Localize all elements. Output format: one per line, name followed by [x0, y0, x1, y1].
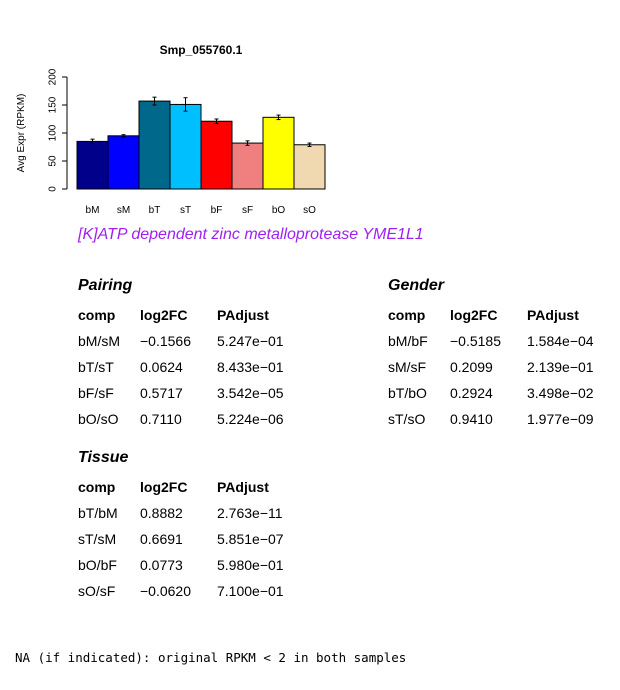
- gender-header-comp: comp: [388, 307, 426, 323]
- tissue-cell: 7.100e−01: [217, 583, 284, 599]
- error-bar-bO: [276, 114, 281, 121]
- x-tick-label: sT: [180, 205, 191, 216]
- y-tick-label: 200: [48, 68, 59, 85]
- pairing-cell: 8.433e−01: [217, 359, 284, 375]
- gender-header-padjust: PAdjust: [527, 307, 579, 323]
- bar-bT: [138, 100, 171, 190]
- bar-chart: Smp_055760.1 Avg Expr (RPKM) 0 50 100 150 20…: [16, 43, 326, 216]
- bar-sF: [231, 142, 264, 190]
- gender-cell: 0.2099: [450, 359, 493, 375]
- y-tick-label: 0: [48, 186, 59, 192]
- pairing-cell: 5.247e−01: [217, 333, 284, 349]
- gender-cell: 1.584e−04: [527, 333, 594, 349]
- pairing-cell: 0.0624: [140, 359, 183, 375]
- tissue-cell: 5.980e−01: [217, 557, 284, 573]
- error-bar-sT: [183, 97, 188, 112]
- tissue-cell: sO/sF: [78, 583, 116, 599]
- y-tick-label: 50: [48, 155, 59, 167]
- x-tick-label: bF: [211, 205, 223, 216]
- pairing-header-padjust: PAdjust: [217, 307, 269, 323]
- error-bar-sO: [307, 142, 312, 147]
- gender-cell: 2.139e−01: [527, 359, 594, 375]
- gender-table-title: Gender: [388, 277, 445, 294]
- bar-sM: [107, 135, 140, 190]
- pairing-cell: bM/sM: [78, 333, 120, 349]
- x-tick-label: sF: [242, 205, 253, 216]
- gender-cell: bT/bO: [388, 385, 427, 401]
- bar-sO: [293, 144, 326, 190]
- tissue-header-comp: comp: [78, 479, 116, 495]
- pairing-table-title: Pairing: [78, 277, 133, 294]
- gender-cell: 1.977e−09: [527, 411, 594, 427]
- pairing-cell: −0.1566: [140, 333, 191, 349]
- gender-cell: 0.2924: [450, 385, 493, 401]
- tissue-cell: 0.8882: [140, 505, 183, 521]
- tissue-table-title: Tissue: [78, 449, 129, 466]
- tissue-cell: 0.0773: [140, 557, 183, 573]
- pairing-cell: 0.7110: [140, 411, 182, 427]
- footnote: NA (if indicated): original RPKM < 2 in …: [15, 650, 407, 665]
- x-tick-label: bT: [149, 205, 161, 216]
- error-bar-sM: [121, 134, 126, 138]
- pairing-cell: bF/sF: [78, 385, 114, 401]
- pairing-cell: 0.5717: [140, 385, 183, 401]
- bar-bM: [76, 140, 109, 190]
- tissue-cell: 0.6691: [140, 531, 183, 547]
- error-bar-bT: [152, 96, 157, 106]
- tissue-cell: sT/sM: [78, 531, 117, 547]
- gender-cell: bM/bF: [388, 333, 428, 349]
- pairing-cell: bO/sO: [78, 411, 119, 427]
- x-tick-label: bO: [272, 205, 286, 216]
- gender-cell: −0.5185: [450, 333, 501, 349]
- error-bar-bM: [90, 138, 95, 145]
- pairing-cell: bT/sT: [78, 359, 114, 375]
- tissue-cell: 5.851e−07: [217, 531, 284, 547]
- bar-bO: [262, 116, 295, 190]
- bar-bF: [200, 120, 233, 190]
- gender-cell: sM/sF: [388, 359, 427, 375]
- y-tick-label: 100: [48, 124, 59, 141]
- tissue-cell: −0.0620: [140, 583, 191, 599]
- gender-cell: 3.498e−02: [527, 385, 594, 401]
- pairing-cell: 3.542e−05: [217, 385, 284, 401]
- pairing-cell: 5.224e−06: [217, 411, 284, 427]
- x-tick-label: sM: [117, 205, 130, 216]
- error-bar-bF: [214, 118, 219, 124]
- y-axis-label: Avg Expr (RPKM): [16, 94, 27, 173]
- y-axis: 0 50 100 150 200: [48, 68, 68, 192]
- gender-cell: sT/sO: [388, 411, 426, 427]
- error-bar-sF: [245, 140, 250, 146]
- gender-header-log2fc: log2FC: [450, 307, 498, 323]
- tissue-cell: bO/bF: [78, 557, 117, 573]
- tissue-cell: bT/bM: [78, 505, 118, 521]
- x-tick-label: bM: [86, 205, 100, 216]
- y-tick-label: 150: [48, 96, 59, 113]
- pairing-header-comp: comp: [78, 307, 116, 323]
- bars: [76, 96, 326, 190]
- tissue-header-padjust: PAdjust: [217, 479, 269, 495]
- chart-title: Smp_055760.1: [160, 43, 243, 57]
- gene-description: [K]ATP dependent zinc metalloprotease YM…: [78, 226, 424, 243]
- x-tick-label: sO: [303, 205, 316, 216]
- tissue-cell: 2.763e−11: [217, 505, 283, 521]
- tissue-header-log2fc: log2FC: [140, 479, 188, 495]
- gender-cell: 0.9410: [450, 411, 493, 427]
- bar-sT: [169, 103, 202, 190]
- x-tick-labels: bM sM bT sT bF sF bO sO: [86, 205, 317, 216]
- pairing-header-log2fc: log2FC: [140, 307, 188, 323]
